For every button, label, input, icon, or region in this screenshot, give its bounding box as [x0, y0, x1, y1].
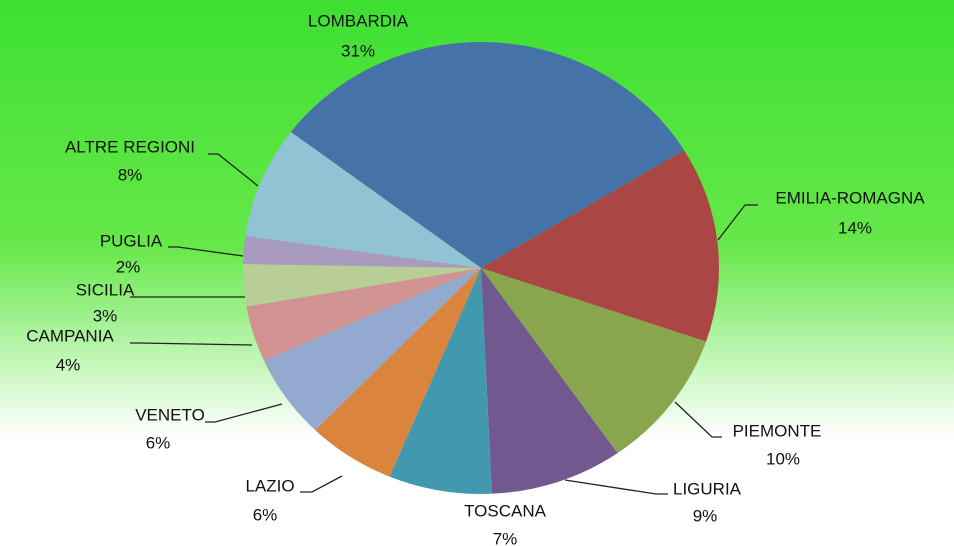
slice-label: PIEMONTE	[733, 421, 822, 440]
slice-label: SICILIA	[76, 280, 135, 299]
leader-line	[208, 153, 259, 187]
slice-label: LAZIO	[245, 476, 294, 495]
value-label: 7%	[493, 529, 518, 546]
value-label: 2%	[116, 257, 141, 276]
slice-label: LIGURIA	[673, 479, 742, 498]
slice-label: ALTRE REGIONI	[65, 137, 195, 156]
pie-slice	[315, 268, 481, 477]
leader-line	[168, 246, 244, 257]
slice-label: VENETO	[135, 405, 205, 424]
value-label: 6%	[253, 505, 278, 524]
slice-label: LOMBARDIA	[308, 11, 409, 30]
slice-label: CAMPANIA	[26, 326, 114, 345]
pie-slice	[389, 268, 492, 494]
value-label: 31%	[341, 41, 375, 60]
leader-line	[564, 479, 668, 495]
pie-slice	[243, 264, 481, 307]
pie-slice	[290, 41, 685, 268]
pie-slice	[246, 268, 481, 361]
pie-slice	[243, 235, 481, 268]
pie-slice	[481, 268, 707, 454]
leader-line	[130, 342, 253, 346]
leader-line	[674, 401, 722, 438]
value-label: 4%	[56, 355, 81, 374]
value-label: 14%	[838, 218, 872, 237]
value-label: 3%	[93, 306, 118, 325]
pie-slice	[481, 268, 618, 494]
pie-slice	[245, 131, 481, 268]
pie-slice	[263, 268, 481, 431]
value-label: 8%	[118, 165, 143, 184]
leader-line	[717, 204, 758, 241]
slice-label: PUGLIA	[100, 231, 163, 250]
value-label: 9%	[693, 506, 718, 525]
value-label: 6%	[146, 433, 171, 452]
value-label: 10%	[766, 449, 800, 468]
slice-label: EMILIA-ROMAGNA	[775, 188, 925, 207]
leader-line	[300, 475, 343, 493]
leader-line	[205, 403, 283, 423]
pie-slice	[481, 150, 719, 342]
slice-label: TOSCANA	[464, 501, 547, 520]
